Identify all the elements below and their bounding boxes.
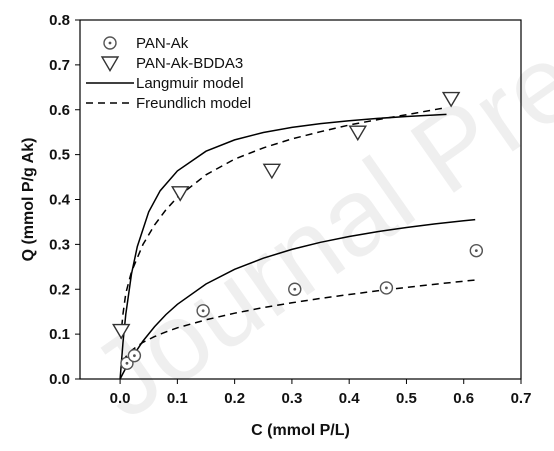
- legend-pan-ak-bdda3-symbol: [100, 56, 120, 72]
- legend-label: Freundlich model: [136, 95, 251, 112]
- pan-ak-point: [196, 304, 210, 318]
- pan-ak-point: [469, 243, 484, 258]
- y-tick-label: 0.7: [49, 57, 70, 74]
- y-tick-label: 0.0: [49, 371, 70, 388]
- x-tick-label: 0.0: [110, 390, 131, 407]
- pan-ak-point: [379, 281, 394, 295]
- legend-label: PAN-Ak-BDDA3: [136, 55, 243, 72]
- pan-ak-bdda3-point: [262, 163, 282, 180]
- legend-label: PAN-Ak: [136, 35, 189, 52]
- y-tick-label: 0.3: [49, 236, 70, 253]
- x-axis-title: C (mmol P/L): [251, 422, 350, 439]
- freundlich-curve: [122, 279, 476, 363]
- y-tick-label: 0.4: [49, 192, 71, 209]
- pan-ak-point: [127, 348, 142, 363]
- y-axis-title: Q (mmol P/g Ak): [20, 138, 37, 262]
- x-tick-label: 0.6: [453, 390, 474, 407]
- x-tick-label: 0.1: [167, 390, 188, 407]
- langmuir-curve: [119, 113, 447, 380]
- y-axis: 0.0 0.1 0.2 0.3 0.4 0.5 0.6 0.7 0.8: [49, 12, 80, 388]
- y-tick-label: 0.8: [49, 12, 70, 29]
- y-tick-label: 0.1: [49, 326, 70, 343]
- pan-ak-bdda3-point: [112, 323, 131, 340]
- y-tick-label: 0.6: [49, 102, 70, 119]
- y-tick-label: 0.5: [49, 147, 70, 164]
- x-tick-label: 0.2: [224, 390, 245, 407]
- x-axis: 0.0 0.1 0.2 0.3 0.4 0.5 0.6 0.7: [110, 379, 532, 407]
- x-tick-label: 0.3: [281, 390, 302, 407]
- pan-ak-bdda3-point: [171, 186, 190, 202]
- pan-ak-point: [288, 282, 302, 296]
- freundlich-curve: [120, 106, 447, 339]
- pan-ak-bdda3-point: [348, 125, 367, 142]
- pan-ak-bdda3-point: [441, 91, 461, 108]
- x-tick-label: 0.5: [396, 390, 417, 407]
- x-tick-label: 0.7: [511, 390, 532, 407]
- y-tick-label: 0.2: [49, 281, 70, 298]
- legend-pan-ak-symbol: [103, 36, 117, 50]
- legend-label: Langmuir model: [136, 75, 244, 92]
- legend: PAN-Ak PAN-Ak-BDDA3 Langmuir model Freundli…: [86, 35, 251, 112]
- x-tick-label: 0.4: [339, 390, 361, 407]
- data-points: [112, 91, 484, 370]
